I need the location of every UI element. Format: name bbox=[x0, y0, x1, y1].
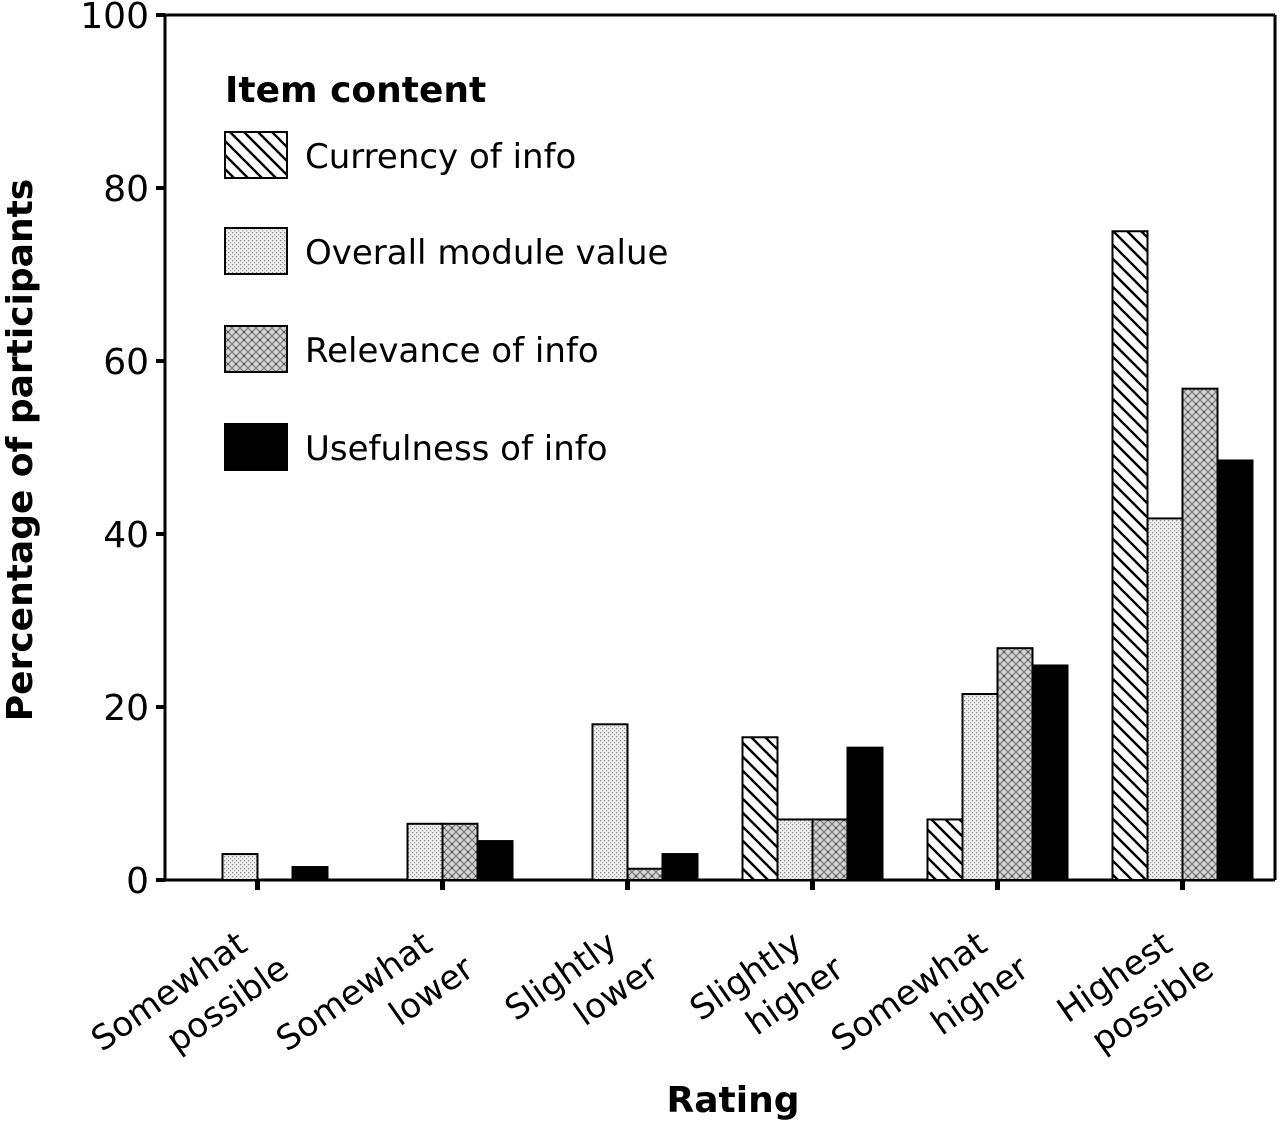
bar bbox=[626, 867, 664, 882]
bar bbox=[1216, 459, 1254, 881]
bar bbox=[291, 866, 329, 882]
legend-label: Overall module value bbox=[305, 233, 668, 273]
axes bbox=[163, 13, 1277, 882]
legend-label: Currency of info bbox=[305, 137, 576, 177]
x-axis-title: Rating bbox=[667, 1080, 800, 1121]
legend-title: Item content bbox=[225, 70, 486, 111]
legend-swatch bbox=[224, 423, 288, 471]
bar bbox=[776, 818, 814, 882]
bar bbox=[846, 746, 884, 882]
legend-swatch bbox=[224, 131, 288, 179]
y-tick-label: 40 bbox=[103, 515, 149, 556]
y-axis-title: Percentage of participants bbox=[0, 179, 41, 721]
y-tick-label: 20 bbox=[103, 688, 149, 729]
x-ticks bbox=[255, 880, 1185, 890]
y-tick-label: 100 bbox=[80, 0, 149, 37]
bar bbox=[961, 693, 999, 882]
legend-label: Relevance of info bbox=[305, 331, 599, 371]
bar bbox=[741, 736, 779, 882]
bar bbox=[996, 647, 1034, 881]
bar bbox=[811, 818, 849, 882]
bar bbox=[406, 822, 444, 882]
bar bbox=[221, 853, 259, 881]
legend: Item content Currency of info Overall mod… bbox=[224, 70, 668, 471]
bar bbox=[926, 818, 964, 882]
y-tick-label: 80 bbox=[103, 169, 149, 210]
y-tick-label: 60 bbox=[103, 342, 149, 383]
bar bbox=[1146, 517, 1184, 881]
bar bbox=[1031, 664, 1069, 881]
y-tick-label: 0 bbox=[126, 861, 149, 902]
bar bbox=[1111, 230, 1149, 881]
bar bbox=[591, 723, 629, 881]
bar bbox=[1181, 387, 1219, 881]
bar bbox=[441, 822, 479, 882]
legend-label: Usefulness of info bbox=[305, 429, 608, 469]
bars bbox=[221, 230, 1254, 882]
bar bbox=[476, 840, 514, 882]
bar bbox=[661, 853, 699, 881]
legend-swatch bbox=[224, 227, 288, 275]
y-ticks: 0 20 40 60 80 100 bbox=[80, 0, 165, 902]
legend-swatch bbox=[224, 325, 288, 373]
